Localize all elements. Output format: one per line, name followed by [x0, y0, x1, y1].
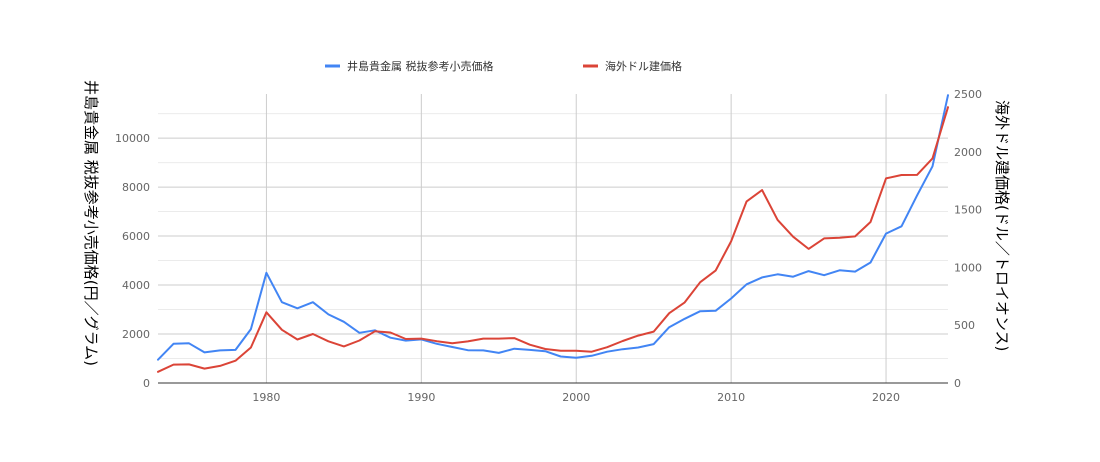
series-line-2[interactable]	[157, 106, 949, 373]
y-left-tick-label: 4000	[122, 279, 150, 292]
y-right-tick-label: 0	[954, 377, 961, 390]
y-axis-left-title: 井島貴金属 税抜参考小売価格(円／グラム)	[82, 80, 100, 366]
x-tick-label: 1990	[407, 391, 435, 404]
y-right-tick-label: 2000	[954, 146, 982, 159]
y-right-tick-label: 1500	[954, 204, 982, 217]
y-left-tick-label: 8000	[122, 181, 150, 194]
series-line-1[interactable]	[157, 94, 949, 361]
y-right-tick-label: 500	[954, 319, 975, 332]
y-left-tick-label: 0	[143, 377, 150, 390]
legend[interactable]: 井島貴金属 税抜参考小売価格 海外ドル建価格	[325, 59, 682, 73]
x-tick-label: 2010	[717, 391, 745, 404]
y-axis-right-title: 海外ドル建価格(ドル／トロイオンス)	[993, 100, 1011, 351]
x-tick-label: 1980	[252, 391, 280, 404]
x-tick-label: 2020	[872, 391, 900, 404]
y-left-tick-label: 2000	[122, 328, 150, 341]
y-left-tick-label: 10000	[115, 132, 150, 145]
gridlines	[158, 94, 948, 384]
y-right-tick-label: 2500	[954, 88, 982, 101]
y-left-tick-label: 6000	[122, 230, 150, 243]
legend-label-series-1: 井島貴金属 税抜参考小売価格	[347, 59, 494, 73]
y-right-tick-label: 1000	[954, 261, 982, 274]
tick-labels: 0 2000 4000 6000 8000 10000 0 500 1000 1500 2000 25…	[115, 88, 982, 404]
x-tick-label: 2000	[562, 391, 590, 404]
series-lines	[157, 94, 949, 373]
legend-label-series-2: 海外ドル建価格	[605, 59, 682, 73]
